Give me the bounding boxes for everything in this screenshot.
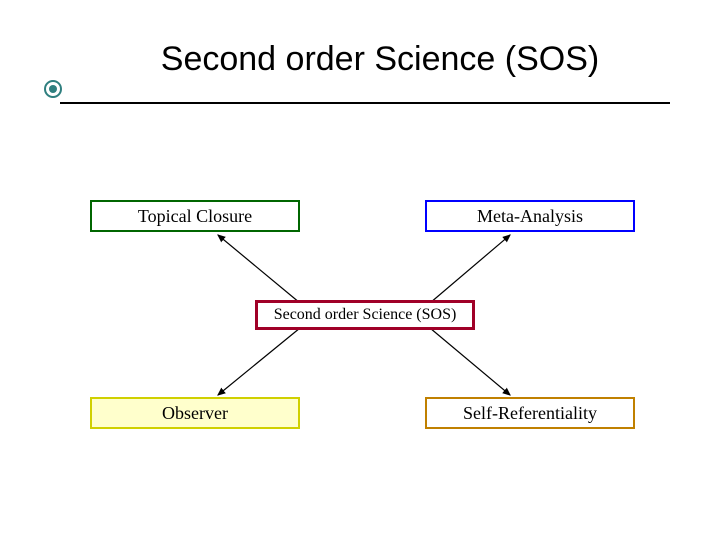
slide: Second order Science (SOS) Topical Closu…: [0, 0, 720, 540]
node-topical-closure: Topical Closure: [90, 200, 300, 232]
diagram-arrows: [0, 0, 720, 540]
title-underline: [60, 102, 670, 104]
node-sos-center: Second order Science (SOS): [255, 300, 475, 330]
edge: [218, 328, 300, 395]
node-self-referentiality: Self-Referentiality: [425, 397, 635, 429]
node-meta-analysis: Meta-Analysis: [425, 200, 635, 232]
edge: [430, 235, 510, 303]
slide-title: Second order Science (SOS): [100, 40, 660, 79]
edge: [430, 328, 510, 395]
title-bullet-inner: [49, 85, 57, 93]
node-observer: Observer: [90, 397, 300, 429]
edge: [218, 235, 300, 303]
